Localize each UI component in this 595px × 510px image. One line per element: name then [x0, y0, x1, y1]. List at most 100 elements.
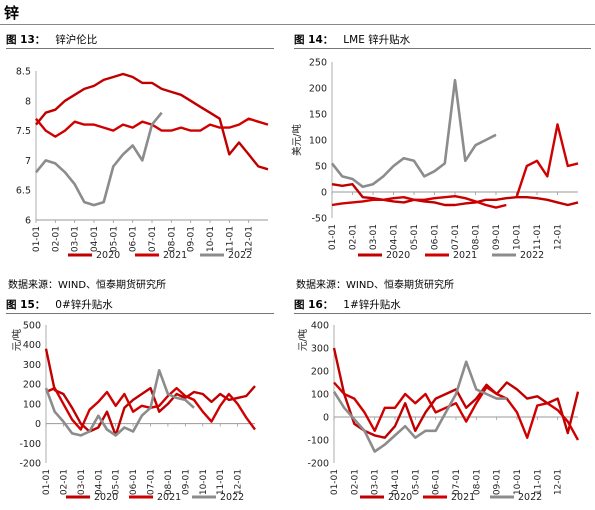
- y-tick-label: 0: [323, 413, 329, 424]
- y-tick-label: 7: [25, 156, 31, 167]
- fig13-title: 锌沪伦比: [55, 34, 98, 46]
- legend-label-2020: 2020: [94, 492, 118, 503]
- y-tick-label: 150: [309, 110, 327, 121]
- x-tick-label: 06-01: [129, 469, 139, 495]
- x-tick-label: 02-01: [349, 224, 359, 250]
- fig16-title: 1#锌升贴水: [343, 299, 401, 311]
- series-line-2022: [332, 360, 507, 453]
- y-tick-label: -100: [307, 436, 329, 447]
- legend-label-2021: 2021: [163, 250, 187, 261]
- y-tick-label: 300: [311, 344, 329, 355]
- legend-label-2020: 2020: [388, 492, 412, 503]
- fig13-header: 图 13： 锌沪伦比: [6, 31, 274, 49]
- x-tick-label: 02-01: [350, 469, 360, 495]
- series-line-2022: [34, 111, 163, 207]
- source-note-left: 数据来源：WIND、恒泰期货研究所: [8, 280, 167, 291]
- fig13-number: 图 13：: [6, 34, 46, 46]
- x-tick-label: 08-01: [472, 224, 482, 250]
- x-tick-label: 12-01: [554, 469, 564, 495]
- x-tick-label: 12-01: [245, 226, 255, 252]
- legend-label-2022: 2022: [228, 250, 252, 261]
- y-axis-title: 美元/吨: [291, 124, 303, 156]
- fig14-number: 图 14：: [294, 34, 334, 46]
- legend-label-2021: 2021: [451, 492, 475, 503]
- y-tick-label: -50: [311, 214, 327, 225]
- fig16-number: 图 16：: [294, 299, 334, 311]
- fig15-number: 图 15：: [6, 299, 46, 311]
- x-tick-label: 09-01: [493, 469, 503, 495]
- y-tick-label: 200: [309, 84, 327, 95]
- y-tick-label: 300: [23, 360, 41, 371]
- y-tick-label: 500: [23, 321, 41, 332]
- y-tick-label: 200: [23, 380, 41, 391]
- y-tick-label: 100: [23, 399, 41, 410]
- fig14-title: LME 锌升贴水: [343, 34, 411, 46]
- x-tick-label: 01-01: [328, 224, 338, 250]
- x-tick-label: 04-01: [94, 469, 104, 495]
- x-tick-label: 01-01: [42, 469, 52, 495]
- x-tick-label: 04-01: [90, 226, 100, 252]
- x-tick-label: 07-01: [147, 469, 157, 495]
- y-tick-label: 8: [25, 96, 31, 107]
- y-tick-label: -200: [307, 459, 329, 470]
- x-tick-label: 03-01: [77, 469, 87, 495]
- series-line-2020: [332, 347, 580, 439]
- x-tick-label: 05-01: [410, 224, 420, 250]
- x-tick-label: 03-01: [371, 469, 381, 495]
- y-tick-label: 0: [321, 188, 327, 199]
- x-tick-label: 01-01: [330, 469, 340, 495]
- y-axis-title: 元/吨: [11, 328, 23, 351]
- y-tick-label: -100: [19, 439, 41, 450]
- series-line-2020: [331, 183, 579, 207]
- x-tick-label: 07-01: [451, 224, 461, 250]
- y-tick-label: 7.5: [16, 126, 31, 137]
- legend-label-2022: 2022: [520, 250, 544, 261]
- x-tick-label: 07-01: [148, 226, 158, 252]
- x-tick-label: 02-01: [51, 226, 61, 252]
- x-tick-label: 08-01: [472, 469, 482, 495]
- y-tick-label: 8.5: [16, 67, 31, 78]
- series-line-2021: [331, 195, 507, 209]
- y-tick-label: 0: [35, 419, 41, 430]
- x-tick-label: 04-01: [390, 224, 400, 250]
- series-line-2021-H2: [515, 123, 579, 198]
- y-tick-label: 400: [311, 321, 329, 332]
- x-tick-label: 06-01: [129, 226, 139, 252]
- page-title: 锌: [4, 4, 20, 22]
- x-tick-label: 09-01: [492, 224, 502, 250]
- x-tick-label: 08-01: [164, 469, 174, 495]
- series-line-2022: [44, 369, 195, 437]
- title-divider: [0, 24, 595, 25]
- y-tick-label: 50: [315, 162, 327, 173]
- fig16-header: 图 16： 1#锌升贴水: [294, 296, 591, 314]
- x-tick-label: 03-01: [71, 226, 81, 252]
- legend-label-2021: 2021: [157, 492, 181, 503]
- x-tick-label: 05-01: [112, 469, 122, 495]
- x-tick-label: 10-01: [513, 224, 523, 250]
- x-tick-label: 01-01: [32, 226, 42, 252]
- y-tick-label: -200: [19, 459, 41, 470]
- fig15-title: 0#锌升贴水: [55, 299, 113, 311]
- series-line-2020: [44, 348, 256, 437]
- fig14-header: 图 14： LME 锌升贴水: [294, 31, 591, 49]
- series-line-2020: [35, 72, 269, 171]
- fig15-header: 图 15： 0#锌升贴水: [6, 296, 274, 314]
- series-line-2021: [333, 381, 580, 441]
- y-tick-label: 250: [309, 58, 327, 69]
- y-tick-label: 200: [311, 367, 329, 378]
- x-tick-label: 11-01: [533, 224, 543, 250]
- y-tick-label: 400: [23, 340, 41, 351]
- x-tick-label: 06-01: [432, 469, 442, 495]
- x-tick-label: 03-01: [369, 224, 379, 250]
- source-note-right: 数据来源：WIND、恒泰期货研究所: [296, 280, 455, 291]
- y-tick-label: 6.5: [16, 186, 31, 197]
- x-tick-label: 12-01: [554, 224, 564, 250]
- legend-label-2020: 2020: [96, 250, 120, 261]
- legend-label-2022: 2022: [220, 492, 244, 503]
- y-tick-label: 100: [309, 136, 327, 147]
- x-tick-label: 12-01: [234, 469, 244, 495]
- y-tick-label: 100: [311, 390, 329, 401]
- legend-label-2021: 2021: [453, 250, 477, 261]
